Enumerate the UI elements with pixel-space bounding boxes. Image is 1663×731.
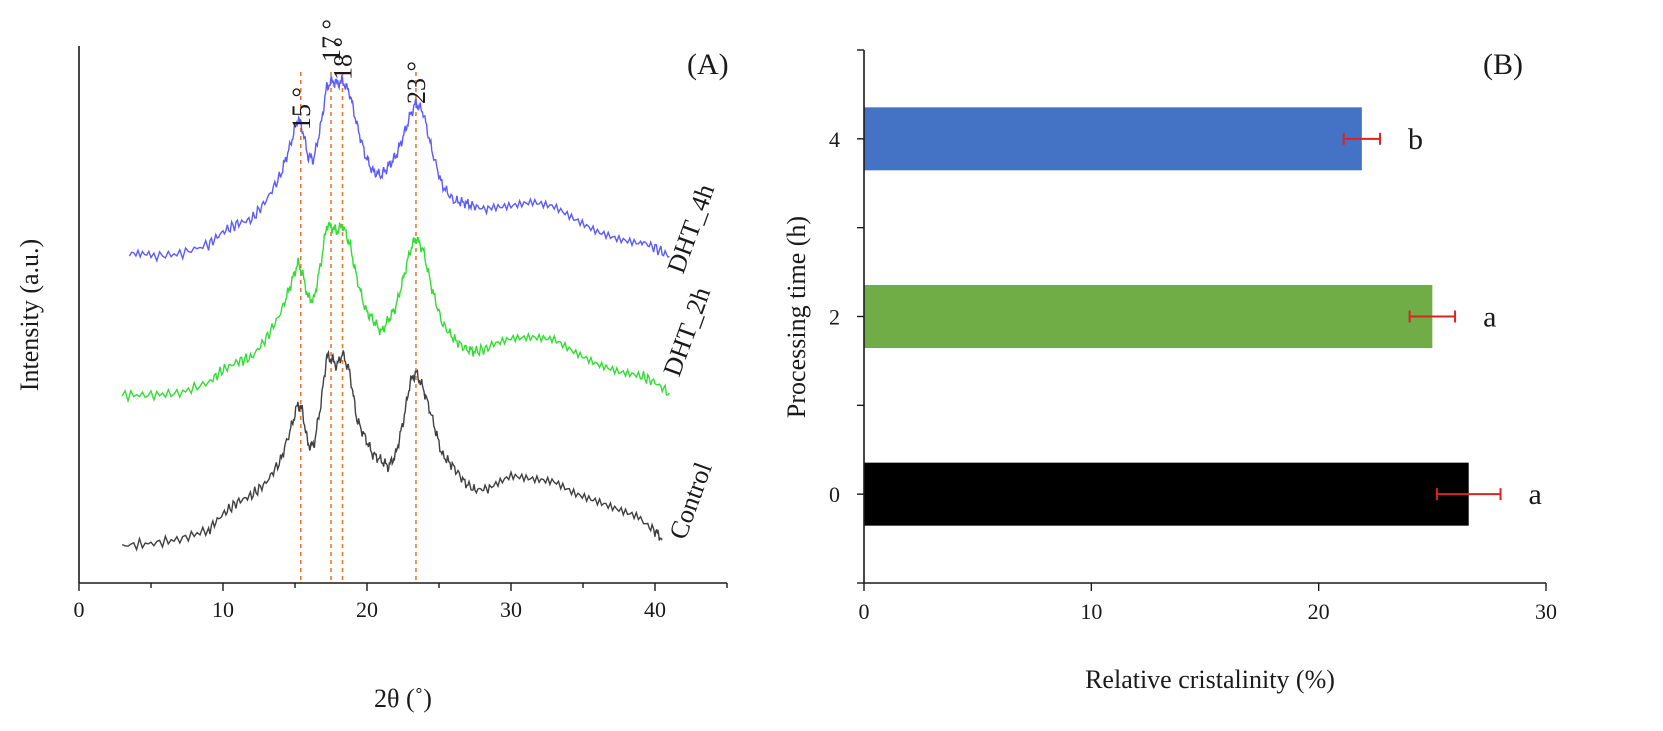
series-label-dht-2h: DHT_2h bbox=[657, 283, 716, 380]
x-ticks: 0 10 20 30 bbox=[859, 583, 1557, 624]
x-tick-label: 10 bbox=[212, 597, 234, 622]
peak-label: 18 ° bbox=[329, 37, 358, 80]
x-axis-title: 2θ (˚) bbox=[374, 684, 432, 713]
y-tick-label: 0 bbox=[829, 482, 840, 507]
panel-label-a: (A) bbox=[687, 48, 729, 81]
peak-label: 17 ° bbox=[317, 19, 346, 62]
x-tick-label: 40 bbox=[644, 597, 666, 622]
x-tick-label: 30 bbox=[500, 597, 522, 622]
series-label-dht-4h: DHT_4h bbox=[661, 180, 720, 277]
series-line-control bbox=[121, 349, 663, 552]
series-line-dht-4h bbox=[128, 75, 670, 263]
significance-letters: b a a bbox=[1408, 123, 1542, 511]
spectra-series bbox=[121, 75, 670, 552]
significance-letter: b bbox=[1408, 123, 1423, 156]
bar-2h bbox=[864, 285, 1433, 348]
bars bbox=[864, 107, 1469, 526]
x-ticks: 0 10 20 30 40 bbox=[74, 583, 728, 622]
panel-b: baa 0 10 20 30 420 (B) Relative cristalinit… bbox=[782, 48, 1557, 694]
y-tick-label: 4 bbox=[829, 127, 840, 152]
x-tick-label: 20 bbox=[1308, 599, 1330, 624]
bar-4h bbox=[864, 107, 1362, 171]
reference-lines bbox=[299, 72, 417, 583]
x-tick-label: 0 bbox=[859, 599, 870, 624]
x-tick-label: 0 bbox=[74, 597, 85, 622]
significance-letter: a bbox=[1483, 301, 1496, 334]
series-label-control: Control bbox=[663, 458, 717, 543]
y-tick-label: 2 bbox=[829, 305, 840, 330]
panel-label-b: (B) bbox=[1483, 48, 1523, 81]
significance-letter: a bbox=[1529, 478, 1542, 511]
peak-label: 15 ° bbox=[287, 87, 316, 130]
y-ticks: 4 2 0 bbox=[829, 49, 864, 584]
error-bars bbox=[1342, 132, 1502, 501]
y-axis-title: Processing time (h) bbox=[782, 216, 811, 418]
peak-labels: 15 °17 °18 ° 23 ° bbox=[287, 19, 431, 130]
peak-label: 23 ° bbox=[402, 61, 431, 104]
bar-0h bbox=[864, 462, 1469, 526]
series-line-dht-2h bbox=[121, 221, 670, 404]
x-tick-label: 30 bbox=[1535, 599, 1557, 624]
x-tick-label: 10 bbox=[1080, 599, 1102, 624]
x-tick-label: 20 bbox=[356, 597, 378, 622]
y-axis-title: Intensity (a.u.) bbox=[15, 239, 44, 391]
panel-a: 0 10 20 30 40 15 °17 °18 ° 23 ° DHT_4h DHT_2h… bbox=[15, 19, 729, 713]
x-axis-title: Relative cristalinity (%) bbox=[1085, 665, 1335, 694]
